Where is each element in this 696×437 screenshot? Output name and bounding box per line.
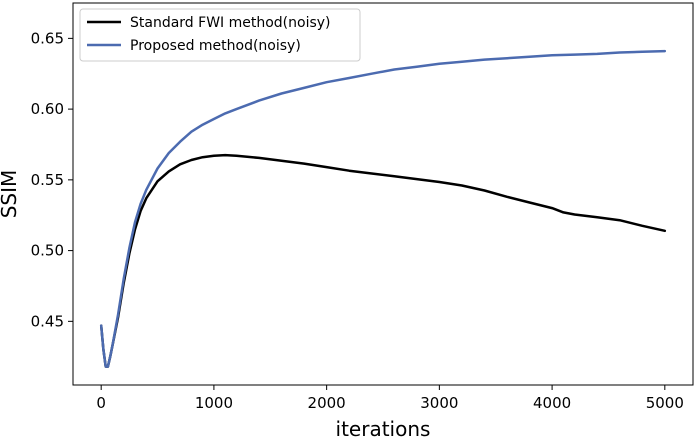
legend-label-standard-fwi: Standard FWI method(noisy) [130,15,331,31]
plot-area-frame [72,2,694,386]
x-tick-label: 0 [96,394,106,412]
x-tick-label: 2000 [308,394,346,412]
x-tick-label: 4000 [533,394,571,412]
legend: Standard FWI method(noisy) Proposed meth… [79,8,361,62]
x-axis-ticks: 0 1000 2000 3000 4000 5000 [96,385,684,412]
x-tick-label: 5000 [646,394,684,412]
x-tick-label: 1000 [195,394,233,412]
y-tick-label: 0.65 [31,29,64,47]
x-tick-label: 3000 [420,394,458,412]
x-axis-label: iterations [336,417,431,437]
series-line-proposed [99,49,667,368]
series-layer [99,49,667,368]
y-tick-label: 0.50 [31,242,64,260]
legend-label-proposed: Proposed method(noisy) [130,38,301,54]
y-tick-label: 0.45 [31,312,64,330]
y-tick-label: 0.60 [31,100,64,118]
y-axis-ticks: 0.45 0.50 0.55 0.60 0.65 [31,29,73,330]
y-tick-label: 0.55 [31,171,64,189]
legend-box [79,8,361,62]
y-axis-label: SSIM [0,170,21,219]
